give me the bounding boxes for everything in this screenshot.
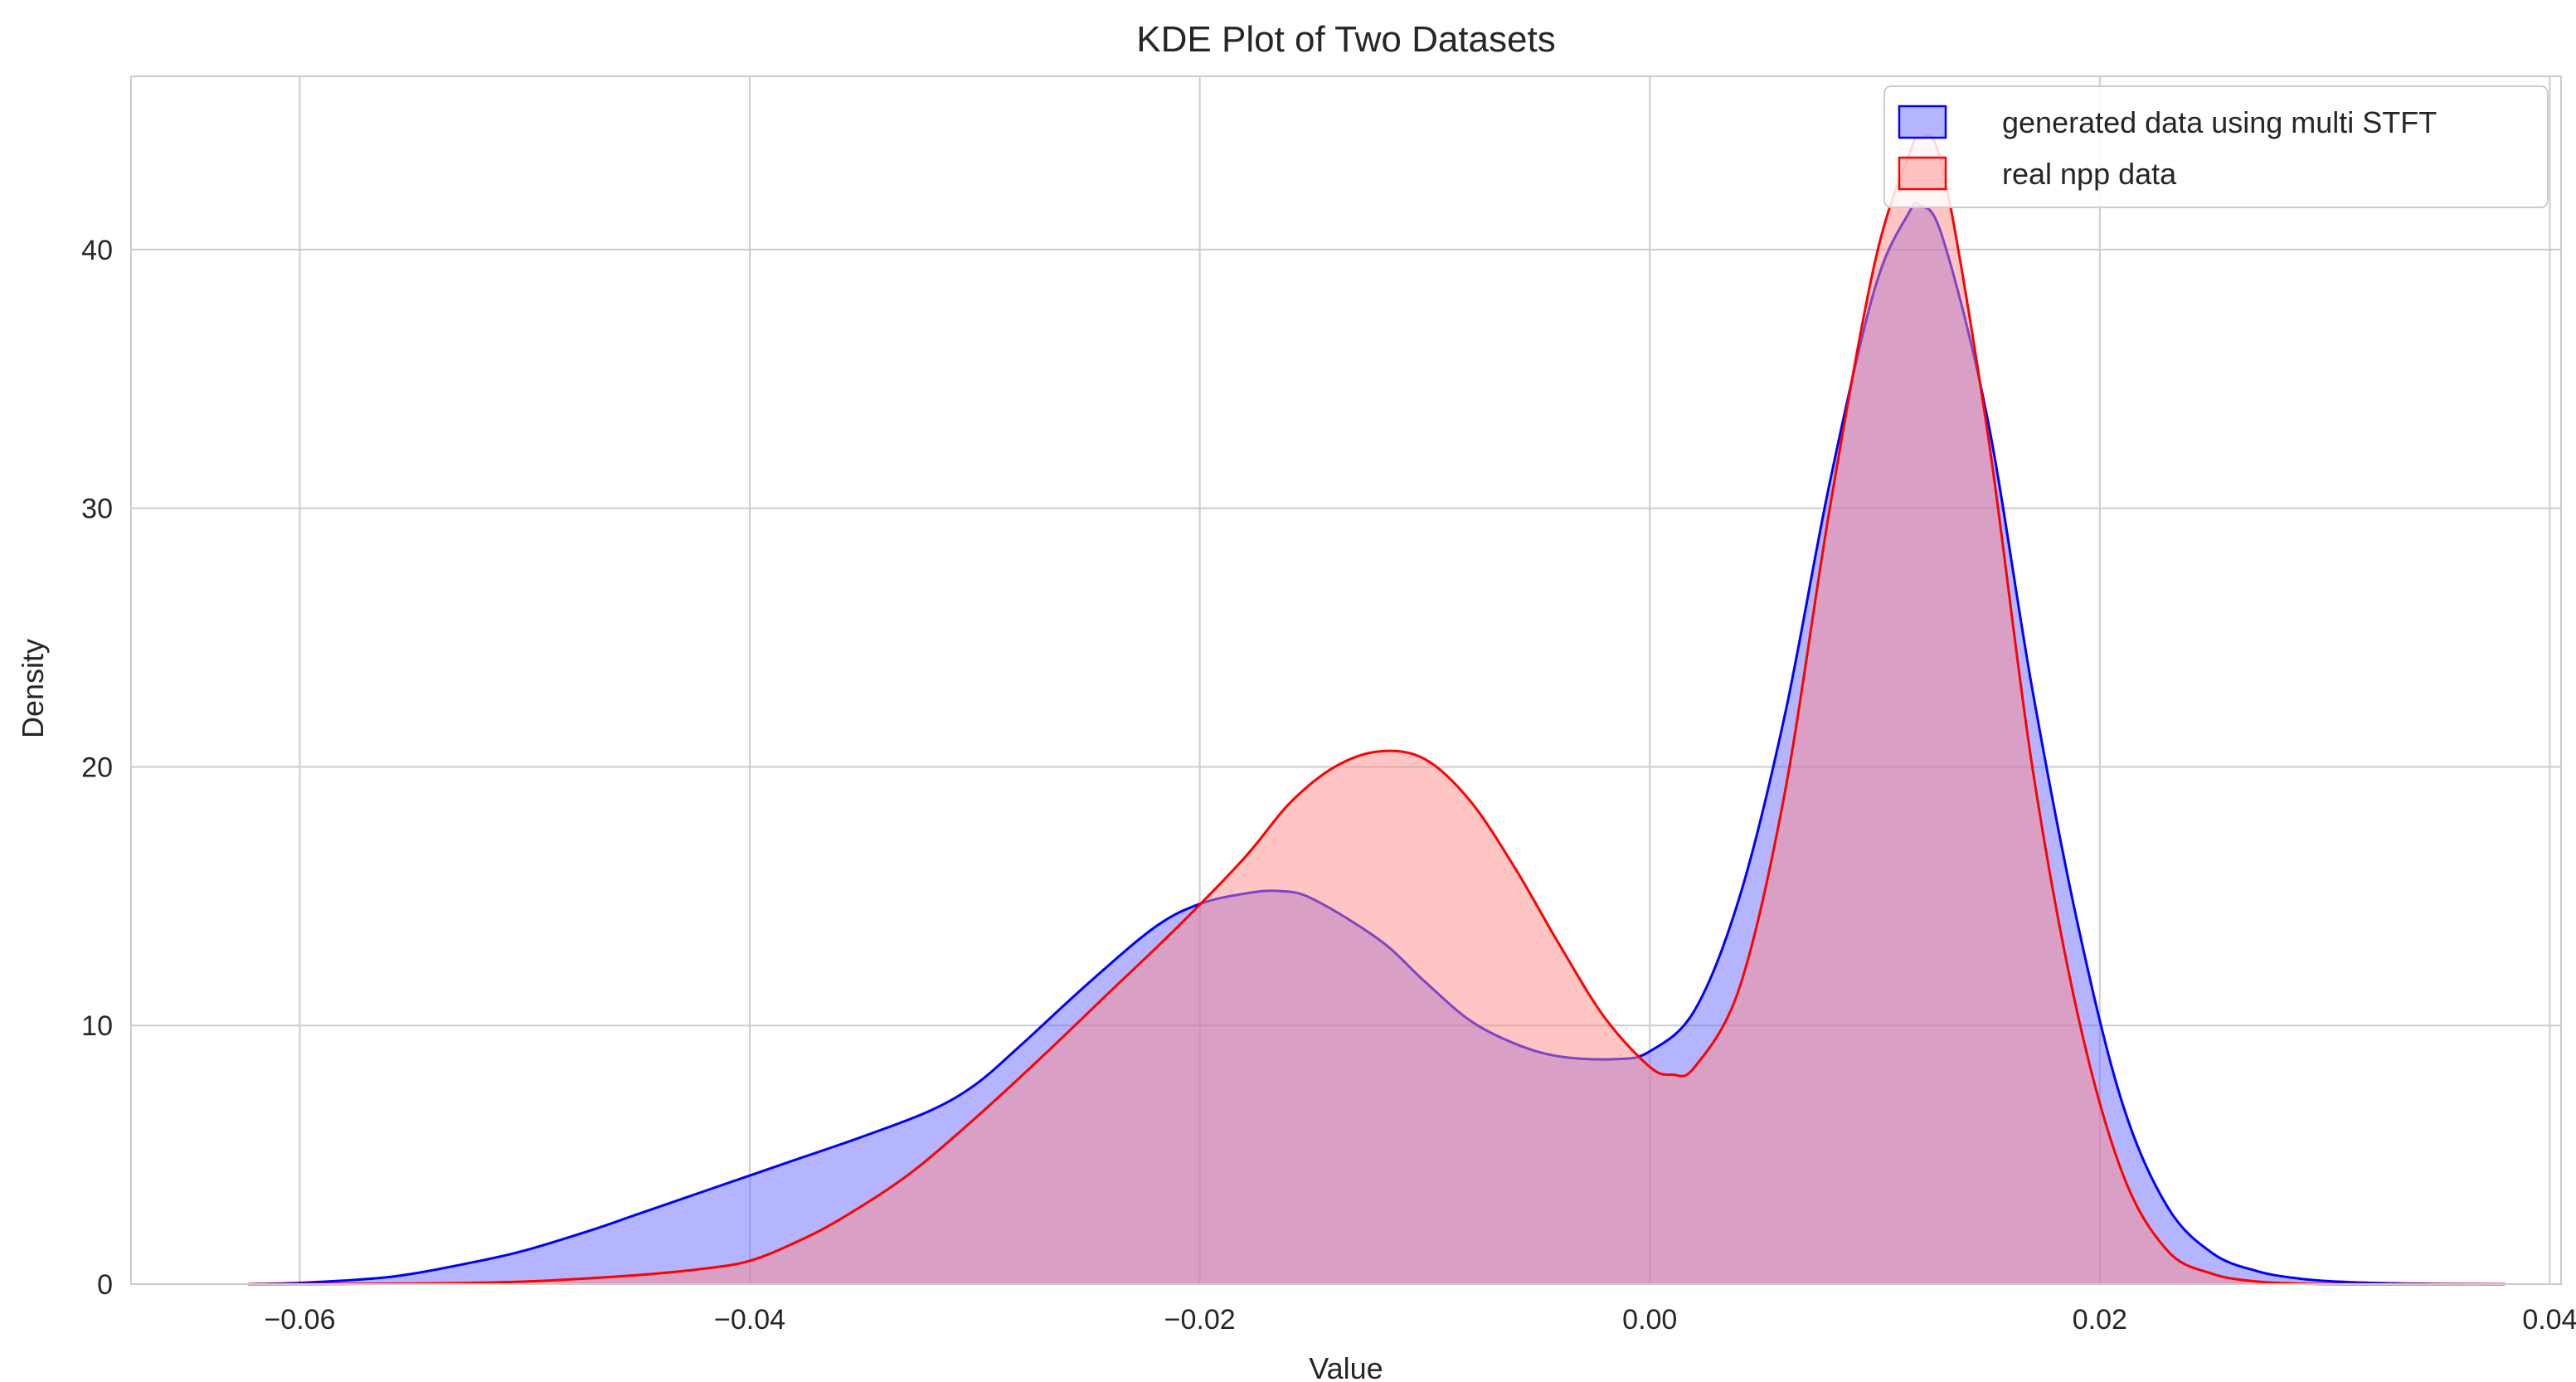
x-tick-label: −0.02 <box>1164 1304 1236 1336</box>
legend-label-real: real npp data <box>2002 157 2177 191</box>
legend-label-generated: generated data using multi STFT <box>2002 105 2437 139</box>
x-tick-label: −0.04 <box>714 1304 785 1336</box>
density-fill-real <box>248 134 2506 1285</box>
chart-title: KDE Plot of Two Datasets <box>1136 19 1555 60</box>
x-tick-label: 0.04 <box>2522 1304 2576 1336</box>
y-tick-label: 40 <box>81 235 113 266</box>
density-line-real <box>248 134 2506 1286</box>
density-areas <box>248 134 2506 1286</box>
legend: generated data using multi STFT real npp… <box>1883 85 2549 208</box>
y-tick-label: 20 <box>81 752 113 783</box>
x-axis-ticks: −0.06 −0.04 −0.02 0.00 0.02 0.04 <box>264 1304 2576 1336</box>
x-axis-label: Value <box>1309 1351 1383 1382</box>
y-tick-label: 0 <box>97 1269 113 1301</box>
y-tick-label: 10 <box>81 1010 113 1042</box>
y-axis-ticks: 0 10 20 30 40 <box>81 235 113 1301</box>
x-tick-label: 0.02 <box>2073 1304 2127 1336</box>
legend-swatch-real <box>1898 156 1947 191</box>
y-tick-label: 30 <box>81 494 113 525</box>
legend-swatch-generated <box>1898 105 1947 139</box>
x-tick-label: 0.00 <box>1622 1304 1677 1336</box>
plot-frame <box>130 75 2562 1285</box>
y-axis-label: Density <box>16 639 50 738</box>
legend-box <box>1883 85 2549 208</box>
x-tick-label: −0.06 <box>264 1304 335 1336</box>
